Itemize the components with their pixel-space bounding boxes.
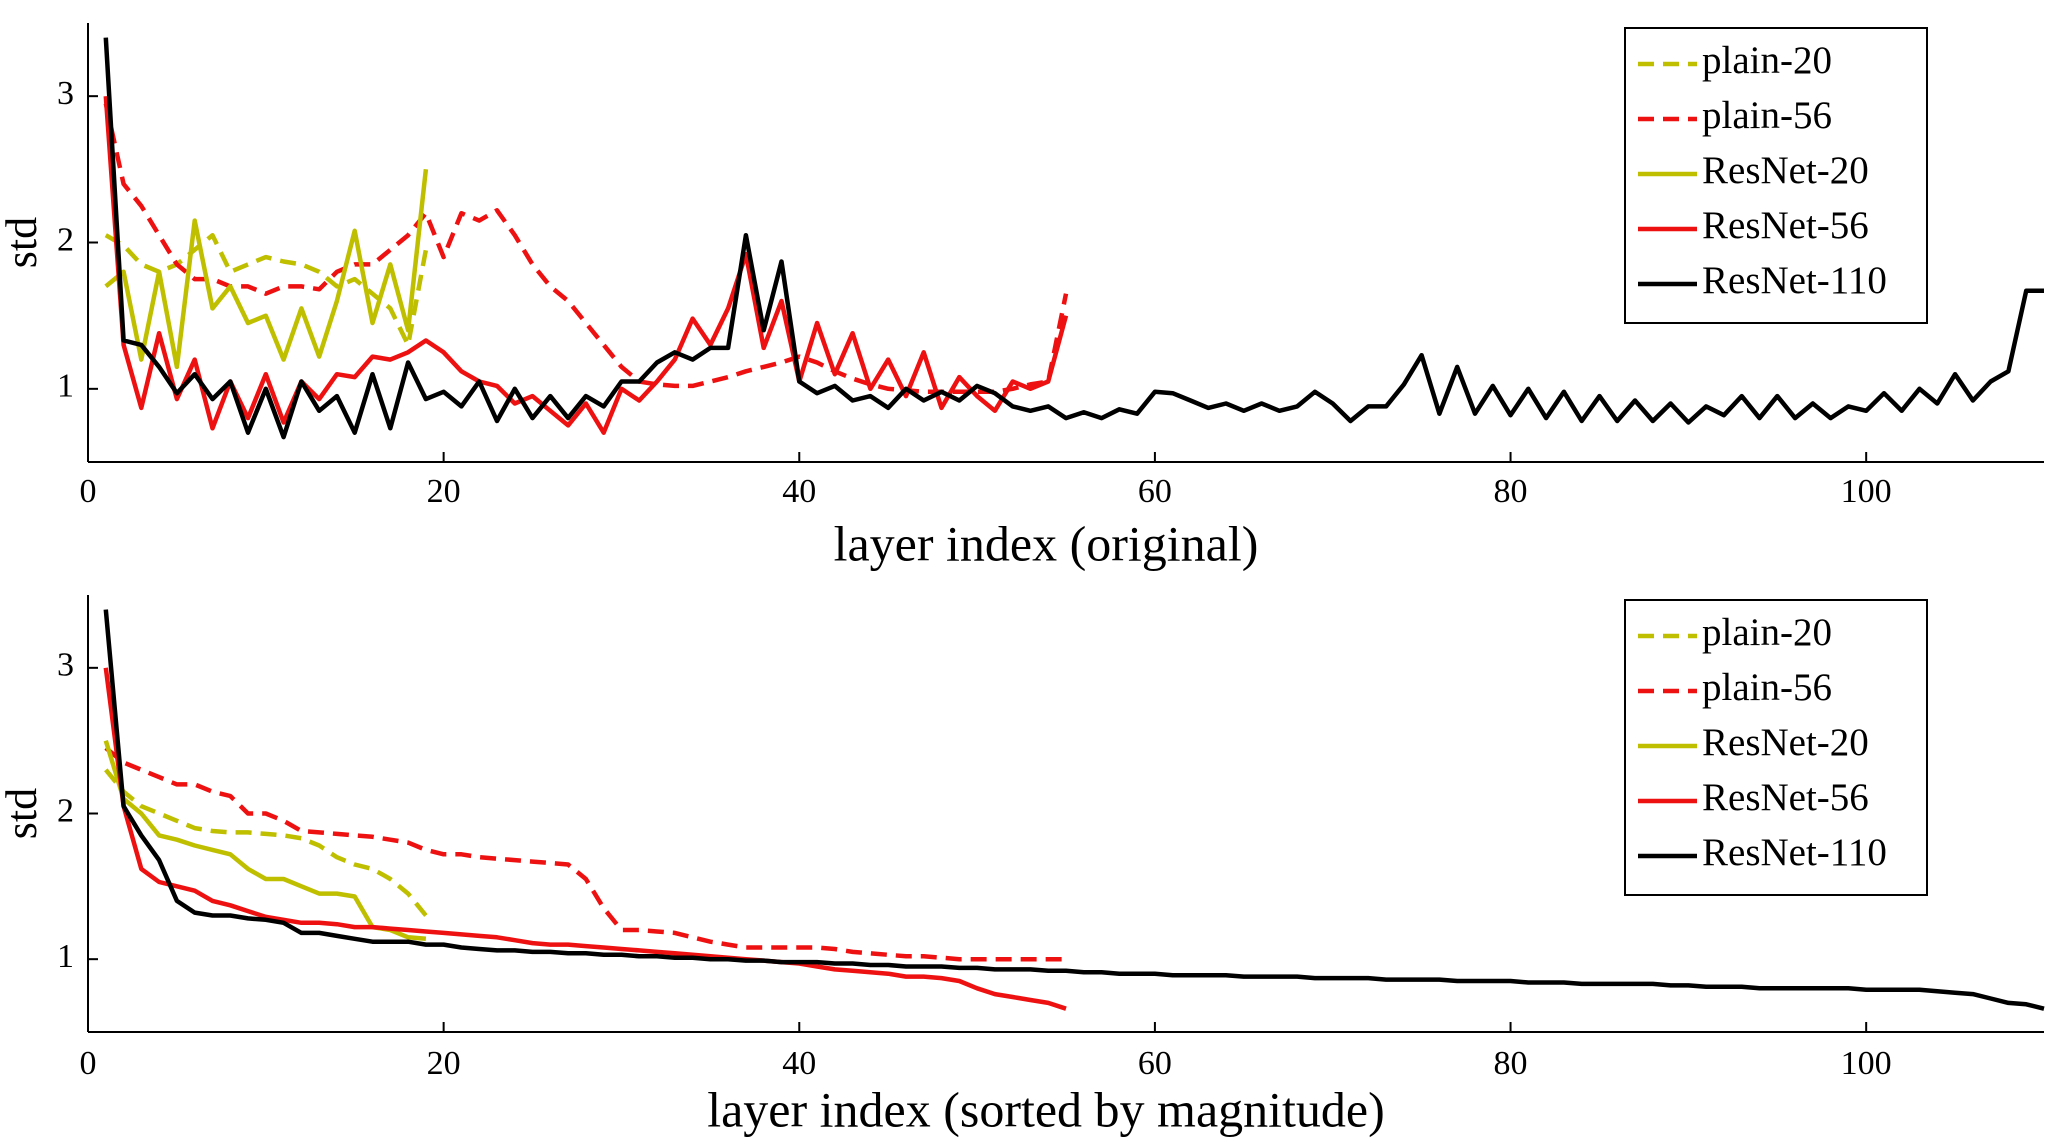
legend-label: ResNet-56: [1702, 776, 1869, 819]
legend-label: ResNet-20: [1702, 721, 1869, 764]
y-axis-label: std: [0, 217, 46, 268]
x-tick-label: 20: [427, 1045, 461, 1082]
legend-label: ResNet-110: [1702, 831, 1887, 874]
y-tick-label: 3: [57, 75, 74, 112]
y-tick-label: 2: [57, 221, 74, 258]
x-tick-label: 40: [782, 1045, 816, 1082]
x-tick-label: 0: [80, 473, 97, 510]
x-tick-label: 60: [1138, 1045, 1172, 1082]
y-tick-label: 1: [57, 938, 74, 975]
legend-label: ResNet-110: [1702, 259, 1887, 302]
series-line: [104, 746, 1066, 962]
series-line: [103, 667, 1067, 1011]
y-tick-label: 2: [57, 792, 74, 829]
y-tick-label: 3: [57, 647, 74, 684]
y-tick-label: 1: [57, 368, 74, 405]
x-tick-label: 80: [1494, 473, 1528, 510]
series-line: [103, 96, 1069, 435]
y-axis-label: std: [0, 788, 46, 839]
legend-label: ResNet-56: [1702, 204, 1869, 247]
series-line: [103, 609, 2045, 1011]
x-tick-label: 100: [1841, 473, 1892, 510]
series-line: [103, 103, 1069, 395]
series-line: [103, 740, 427, 942]
x-axis-label: layer index (sorted by magnitude): [707, 1081, 1385, 1137]
series-line: [104, 169, 429, 370]
x-tick-label: 0: [80, 1045, 97, 1082]
panel: 0 20 40 60 80 100 1 2 3 layer index (sorted by ma…: [0, 595, 2045, 1137]
legend-label: ResNet-20: [1702, 149, 1869, 192]
x-tick-label: 40: [782, 473, 816, 510]
x-axis-label: layer index (original): [834, 515, 1259, 571]
x-tick-label: 100: [1841, 1045, 1892, 1082]
series-line: [103, 37, 2044, 440]
x-tick-label: 60: [1138, 473, 1172, 510]
series-line: [104, 768, 428, 917]
legend-label: plain-56: [1702, 94, 1832, 137]
x-tick-label: 20: [427, 473, 461, 510]
panel: 0 20 40 60 80 100 1 2 3 layer index (original) std…: [0, 23, 2044, 571]
x-tick-label: 80: [1494, 1045, 1528, 1082]
legend-label: plain-20: [1702, 39, 1832, 82]
legend-label: plain-56: [1702, 666, 1832, 709]
legend-label: plain-20: [1702, 611, 1832, 654]
